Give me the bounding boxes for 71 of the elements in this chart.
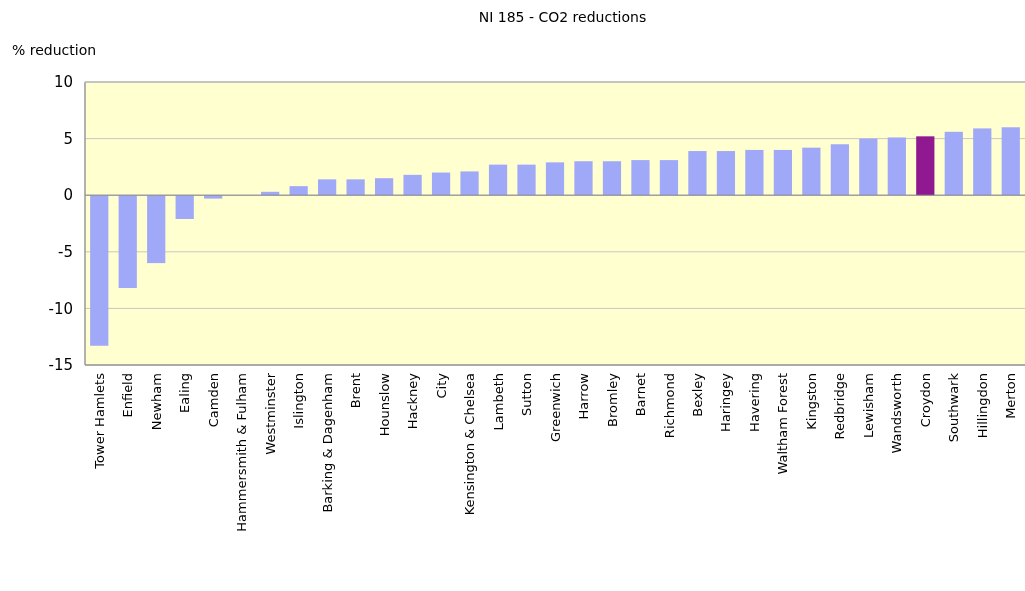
x-tick-label: Harrow [576, 372, 592, 420]
bar [374, 178, 394, 196]
y-tick-label: -5 [58, 243, 73, 262]
x-tick-label: Lewisham [860, 373, 876, 438]
x-tick-label: Southwark [946, 372, 962, 443]
x-tick-label: Kensington & Chelsea [462, 373, 478, 516]
x-tick-label: Hackney [405, 372, 421, 430]
bar [973, 128, 992, 196]
x-tick-label: Lambeth [490, 373, 506, 431]
bar [574, 161, 593, 196]
x-tick-label: Havering [746, 373, 762, 432]
x-tick-label: Hillingdon [974, 373, 990, 439]
bar [147, 195, 166, 264]
bar [318, 179, 337, 196]
bar [659, 160, 679, 196]
y-tick-label: -10 [48, 299, 73, 318]
bar [745, 149, 764, 196]
bar [773, 149, 792, 196]
bar [90, 195, 109, 346]
bar [289, 186, 308, 196]
bar [859, 138, 878, 196]
x-tick-label: Wandsworth [889, 373, 905, 454]
x-tick-label: Kingston [803, 373, 819, 430]
bar [916, 136, 935, 196]
bar [802, 147, 821, 196]
bar [631, 160, 650, 196]
x-tick-label: Hounslow [376, 372, 392, 437]
bar [488, 164, 508, 196]
y-tick-label: 10 [53, 73, 73, 92]
y-axis-title: % reduction [12, 42, 97, 58]
bar [830, 144, 849, 196]
x-tick-label: Islington [291, 373, 307, 429]
x-tick-label: Merton [1003, 373, 1019, 419]
y-tick-label: 0 [63, 186, 73, 205]
x-tick-label: Tower Hamlets [91, 372, 107, 470]
bar [716, 151, 736, 196]
bar [175, 195, 194, 219]
chart-title: NI 185 - CO2 reductions [478, 9, 647, 25]
y-tick-label: -15 [48, 356, 73, 375]
x-tick-label: Ealing [177, 373, 193, 413]
x-tick-label: Bexley [689, 372, 705, 417]
bar [460, 171, 479, 196]
bar [944, 131, 963, 196]
bar [346, 179, 365, 196]
x-tick-label: Newham [148, 373, 164, 431]
x-tick-label: Enfield [120, 373, 136, 418]
x-tick-label: City [433, 372, 449, 399]
x-tick-label: Haringey [718, 372, 734, 432]
bar [887, 137, 906, 196]
x-tick-label: Croydon [917, 373, 933, 428]
bar [403, 174, 422, 196]
bar [1001, 127, 1020, 196]
bar [688, 151, 707, 196]
x-tick-label: Hammersmith & Fulham [234, 373, 250, 532]
x-tick-label: Waltham Forest [775, 373, 791, 475]
x-tick-label: Greenwich [547, 373, 563, 442]
bar [602, 161, 622, 196]
x-tick-label: Richmond [661, 373, 677, 439]
y-tick-label: 5 [63, 129, 73, 148]
x-tick-label: Barnet [633, 373, 648, 417]
bar [517, 164, 536, 196]
bar [545, 162, 565, 196]
x-tick-label: Westminster [262, 372, 278, 455]
x-tick-label: Camden [205, 373, 221, 428]
x-tick-label: Bromley [604, 372, 620, 427]
x-tick-label: Brent [348, 373, 364, 409]
x-tick-label: Barking & Dagenham [319, 373, 335, 513]
x-tick-label: Redbridge [832, 373, 848, 440]
bar [431, 172, 451, 196]
bar [118, 195, 137, 289]
x-tick-label: Sutton [519, 373, 535, 416]
